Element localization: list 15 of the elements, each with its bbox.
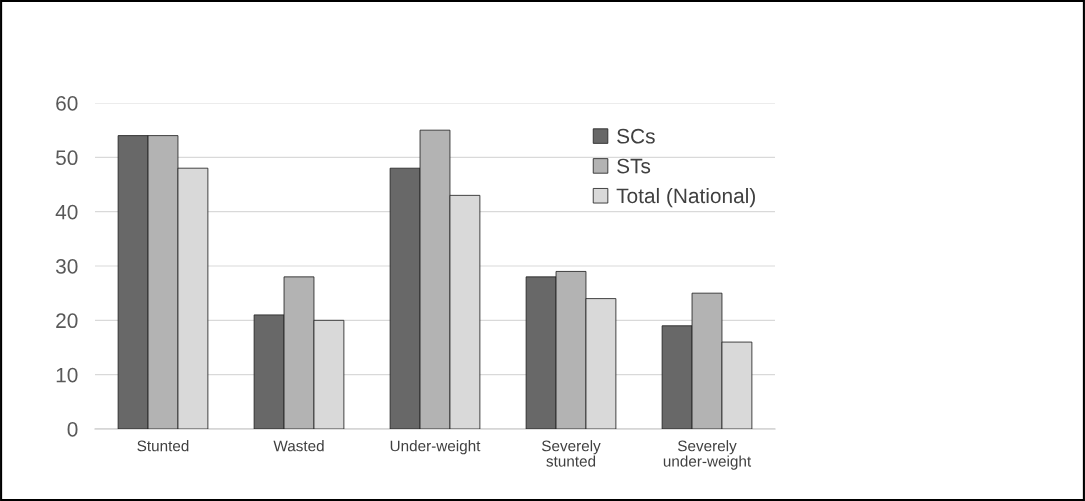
x-tick-label: Severely stunted xyxy=(541,440,601,467)
y-tick-label: 60 xyxy=(56,96,78,111)
x-tick-label: Wasted xyxy=(273,440,324,452)
x-tick-label: Stunted xyxy=(137,440,189,452)
y-tick-label: 50 xyxy=(56,150,78,166)
x-tick-label: Under-weight xyxy=(390,440,481,455)
y-tick-label: 10 xyxy=(56,367,78,383)
y-tick-label: 30 xyxy=(55,259,78,274)
legend-label: STs xyxy=(617,158,651,174)
y-tick-label: 40 xyxy=(55,204,78,220)
legend-label: SCs xyxy=(617,128,655,144)
y-tick-label: 20 xyxy=(56,313,78,329)
x-tick-label: Severely under-weight xyxy=(663,440,752,470)
legend-label: Total (National) xyxy=(616,187,755,208)
y-tick-label: 0 xyxy=(67,422,78,437)
